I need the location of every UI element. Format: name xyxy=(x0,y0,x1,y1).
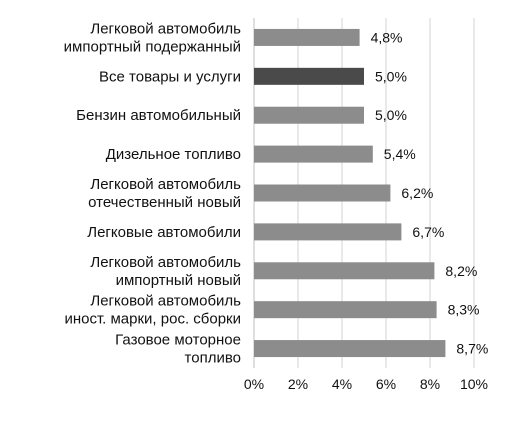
data-label: 8,2% xyxy=(445,263,477,279)
data-label: 6,7% xyxy=(412,224,444,240)
category-label: Легковой автомобиль отечественный новый xyxy=(88,176,241,211)
category-label: Бензин автомобильный xyxy=(76,107,241,124)
x-tick-label: 8% xyxy=(420,376,440,392)
bar xyxy=(254,262,435,280)
bar xyxy=(254,145,373,163)
bar xyxy=(254,301,437,319)
category-label: Дизельное топливо xyxy=(106,146,241,163)
category-label: Легковой автомобиль иност. марки, рос. сб… xyxy=(64,293,241,328)
x-tick-label: 0% xyxy=(244,376,264,392)
x-axis-ticks: 0% 2% 4% 6% 8% 10% xyxy=(244,376,488,392)
category-label-line: Легковой автомобиль xyxy=(90,176,241,193)
category-label: Все товары и услуги xyxy=(99,68,241,85)
category-label: Легковой автомобиль импортный новый xyxy=(90,254,241,289)
bar xyxy=(254,184,391,202)
bar xyxy=(254,106,364,124)
category-label-line: импортный новый xyxy=(116,272,241,289)
category-label-line: Газовое моторное xyxy=(115,332,241,349)
category-label-line: Легковые автомобили xyxy=(87,224,241,241)
data-label: 4,8% xyxy=(371,29,403,45)
data-label: 5,0% xyxy=(375,68,407,84)
category-label-line: топливо xyxy=(185,350,241,367)
bar xyxy=(254,67,364,85)
category-label: Легковые автомобили xyxy=(87,224,241,241)
category-label-line: отечественный новый xyxy=(88,194,241,211)
category-label-line: Легковой автомобиль xyxy=(90,293,241,310)
bar xyxy=(254,28,360,46)
bars xyxy=(254,28,446,358)
category-label: Газовое моторное топливо xyxy=(115,332,241,367)
data-label: 8,3% xyxy=(448,302,480,318)
x-tick-label: 6% xyxy=(376,376,396,392)
data-label: 5,0% xyxy=(375,107,407,123)
category-labels: Легковой автомобиль импортный подержанный… xyxy=(64,20,242,366)
data-label: 8,7% xyxy=(456,341,488,357)
bar xyxy=(254,223,402,241)
category-label-line: Дизельное топливо xyxy=(106,146,241,163)
bar xyxy=(254,340,446,358)
x-tick-label: 2% xyxy=(288,376,308,392)
value-labels: 4,8% 5,0% 5,0% 5,4% 6,2% 6,7% 8,2% 8,3% 8,7% xyxy=(371,29,489,356)
x-tick-label: 10% xyxy=(460,376,488,392)
category-label-line: иност. марки, рос. сборки xyxy=(64,311,241,328)
data-label: 5,4% xyxy=(384,146,416,162)
category-label-line: Легковой автомобиль xyxy=(90,20,241,37)
category-label-line: импортный подержанный xyxy=(64,38,241,55)
category-label: Легковой автомобиль импортный подержанный xyxy=(64,20,242,55)
category-label-line: Бензин автомобильный xyxy=(76,107,241,124)
category-label-line: Все товары и услуги xyxy=(99,68,241,85)
category-label-line: Легковой автомобиль xyxy=(90,254,241,271)
x-tick-label: 4% xyxy=(332,376,352,392)
data-label: 6,2% xyxy=(401,185,433,201)
